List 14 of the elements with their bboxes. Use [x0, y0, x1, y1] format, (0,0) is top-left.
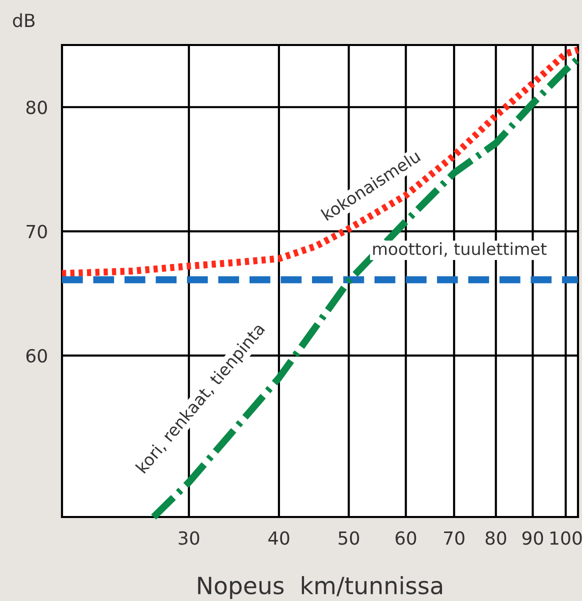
x-tick-label: 100 [550, 531, 582, 545]
x-tick-label: 60 [396, 531, 416, 545]
x-tick-label: 50 [338, 531, 360, 545]
x-tick-label: 40 [268, 531, 290, 545]
x-tick-label: 80 [486, 531, 506, 545]
y-tick-label: 80 [26, 100, 47, 114]
annotation: moottori, tuulettimet [373, 242, 547, 257]
x-tick-label: 90 [522, 531, 544, 545]
x-tick-label: 30 [178, 531, 200, 545]
y-tick-label: 60 [26, 348, 47, 363]
x-tick-label: 70 [444, 531, 464, 545]
y-tick-label: 70 [26, 224, 47, 238]
x-axis-title: Nopeus km/tunnissa [198, 576, 442, 599]
y-axis-title: dB [12, 13, 35, 28]
